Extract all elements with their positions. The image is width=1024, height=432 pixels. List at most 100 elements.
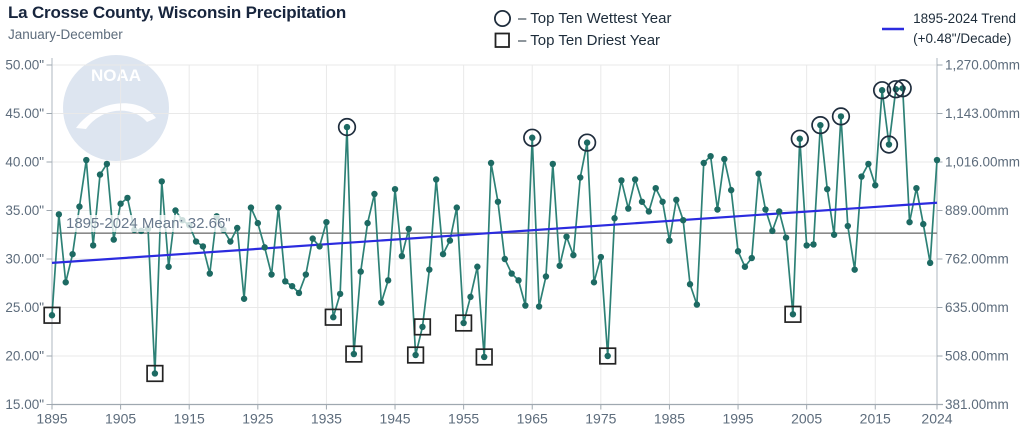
data-point-1929[interactable] [282,278,289,285]
data-point-1998[interactable] [755,170,762,177]
data-point-1913[interactable] [172,207,179,214]
legend-item-driest[interactable]: – Top Ten Driest Year [492,29,671,51]
data-point-1926[interactable] [261,244,268,251]
data-point-1936[interactable] [330,314,337,321]
data-point-1900[interactable] [83,156,90,164]
data-point-2016[interactable] [878,87,886,94]
data-point-1994[interactable] [727,186,735,194]
data-point-1996[interactable] [741,263,749,270]
data-point-1912[interactable] [165,263,172,270]
data-point-1967[interactable] [542,273,550,280]
legend-item-wettest[interactable]: – Top Ten Wettest Year [492,7,671,29]
data-point-1959[interactable] [487,159,495,167]
data-point-1988[interactable] [686,281,694,288]
data-point-1938[interactable] [343,123,351,131]
data-point-2020[interactable] [906,218,913,226]
data-point-1973[interactable] [583,139,591,146]
data-point-1986[interactable] [673,196,680,204]
data-point-2000[interactable] [769,227,776,235]
data-point-1945[interactable] [391,185,399,193]
data-point-1978[interactable] [618,177,625,184]
data-point-1983[interactable] [652,184,659,192]
data-point-2014[interactable] [865,160,872,168]
data-point-1905[interactable] [117,200,124,207]
data-point-1969[interactable] [556,262,563,269]
data-point-1957[interactable] [474,263,481,270]
data-point-1925[interactable] [254,219,262,227]
data-point-2012[interactable] [851,266,858,273]
data-point-1947[interactable] [405,225,412,233]
data-point-1932[interactable] [302,271,310,278]
data-point-1898[interactable] [69,250,76,258]
data-point-2001[interactable] [776,208,783,215]
data-point-1937[interactable] [336,290,344,298]
data-point-2006[interactable] [810,241,817,248]
data-point-1921[interactable] [227,238,234,245]
data-point-1992[interactable] [714,206,721,213]
data-point-1990[interactable] [700,159,707,167]
data-point-1964[interactable] [522,302,529,309]
data-point-1941[interactable] [364,219,371,227]
data-point-1944[interactable] [384,277,392,284]
data-point-1917[interactable] [199,243,207,250]
data-point-1928[interactable] [275,204,282,211]
data-point-2017[interactable] [885,141,893,148]
data-point-1911[interactable] [158,178,165,185]
data-point-2010[interactable] [837,113,845,120]
data-point-1946[interactable] [398,252,406,260]
data-point-2023[interactable] [926,259,934,267]
data-point-1950[interactable] [426,266,433,273]
data-point-1999[interactable] [762,206,769,213]
data-point-1963[interactable] [515,277,522,284]
data-point-1922[interactable] [234,224,241,232]
data-point-1991[interactable] [707,152,714,160]
data-point-1901[interactable] [89,242,97,249]
data-point-1924[interactable] [247,204,255,211]
data-point-1910[interactable] [151,370,159,377]
data-point-1952[interactable] [439,250,447,258]
data-point-1981[interactable] [638,198,646,205]
data-point-1956[interactable] [467,293,474,301]
data-point-1955[interactable] [460,319,467,327]
data-point-1918[interactable] [206,270,213,277]
data-point-1974[interactable] [590,279,598,286]
data-point-1906[interactable] [124,194,131,202]
data-point-2021[interactable] [913,184,920,192]
data-point-2004[interactable] [796,135,803,142]
data-point-2015[interactable] [872,182,879,189]
data-point-1993[interactable] [721,155,728,163]
data-point-1933[interactable] [309,235,316,242]
data-point-1954[interactable] [453,204,460,211]
data-point-1948[interactable] [412,351,419,359]
data-point-1943[interactable] [378,299,385,306]
data-point-1899[interactable] [76,203,83,210]
data-point-1968[interactable] [549,160,557,168]
data-point-1896[interactable] [55,211,63,218]
data-point-1958[interactable] [481,353,488,361]
data-point-1960[interactable] [494,198,502,205]
data-point-2022[interactable] [920,220,927,228]
data-point-1985[interactable] [666,237,673,244]
data-point-2011[interactable] [844,222,852,230]
data-point-1966[interactable] [535,303,543,310]
data-point-1923[interactable] [240,295,248,302]
data-point-1987[interactable] [679,217,687,224]
data-point-1942[interactable] [371,190,378,198]
data-point-2024[interactable] [933,156,941,164]
data-point-2007[interactable] [817,121,824,129]
data-point-1927[interactable] [268,271,275,278]
data-point-2005[interactable] [803,242,810,249]
data-point-1965[interactable] [529,134,536,141]
data-point-1975[interactable] [597,253,605,261]
data-point-1951[interactable] [432,176,440,183]
trend-legend[interactable]: 1895-2024 Trend (+0.48"/Decade) [881,9,1016,50]
data-point-1970[interactable] [563,233,570,240]
data-point-1997[interactable] [748,254,755,262]
data-point-1949[interactable] [419,323,426,331]
data-point-1980[interactable] [631,176,639,183]
data-point-1989[interactable] [693,301,701,308]
data-point-1903[interactable] [103,160,111,168]
data-point-1982[interactable] [645,208,653,215]
data-point-1934[interactable] [316,243,323,250]
data-point-1995[interactable] [734,248,742,255]
